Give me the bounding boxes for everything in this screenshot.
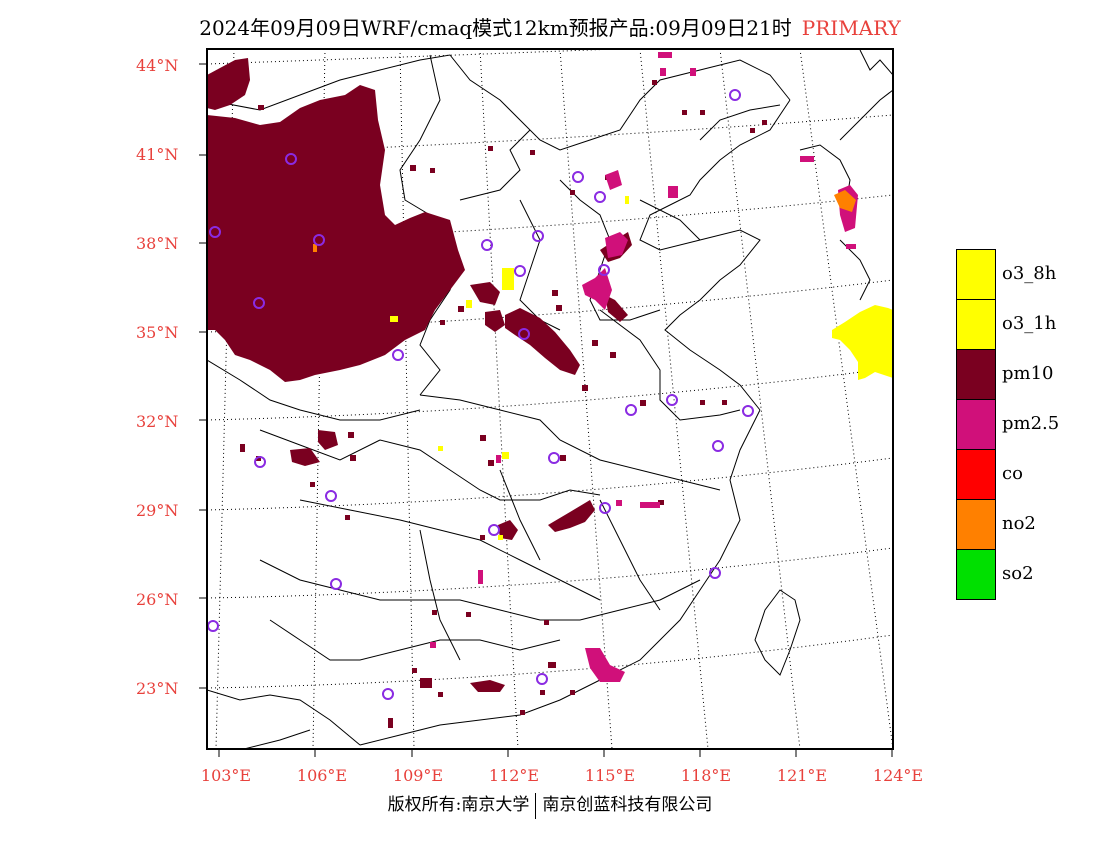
map-title: 2024年09月09日WRF/cmaq模式12km预报产品:09月09日21时 P… [0,12,1100,41]
lon-label-118: 118°E [680,766,732,785]
lon-label-112: 112°E [488,766,540,785]
lat-label-44: 44°N [136,56,179,75]
legend-label: o3_1h [1002,313,1057,334]
lat-label-26: 26°N [136,590,179,609]
lat-label-29: 29°N [136,501,179,520]
lon-label-115: 115°E [584,766,636,785]
no2-areas [313,190,856,252]
legend-label: no2 [1002,513,1036,534]
legend-swatch [956,499,996,550]
lat-label-23: 23°N [136,679,179,698]
copyright-right: 南京创蓝科技有限公司 [542,795,713,815]
lat-label-41: 41°N [136,145,179,164]
legend-swatch [956,349,996,400]
axis-ticks [199,63,893,757]
legend-swatch [956,449,996,500]
legend-label: co [1002,463,1023,484]
lat-label-38: 38°N [136,234,179,253]
legend-label: so2 [1002,563,1034,584]
legend-swatch [956,299,996,350]
o3-areas [390,196,893,540]
lat-label-35: 35°N [136,323,179,342]
lat-label-32: 32°N [136,412,179,431]
primary-tag: PRIMARY [801,16,901,40]
legend-swatch [956,249,996,300]
legend-swatch [956,399,996,450]
lon-label-103: 103°E [200,766,252,785]
title-text: 2024年09月09日WRF/cmaq模式12km预报产品:09月09日21时 [199,16,792,40]
pm10-areas [207,58,632,692]
footer-divider [535,792,537,819]
legend-label: pm10 [1002,363,1054,384]
lon-label-124: 124°E [872,766,924,785]
lon-label-109: 109°E [392,766,444,785]
lon-label-121: 121°E [776,766,828,785]
legend-label: o3_8h [1002,263,1057,284]
copyright-left: 版权所有:南京大学 [387,795,530,815]
legend-swatch [956,549,996,600]
pm25-areas [430,52,858,682]
legend-label: pm2.5 [1002,413,1060,434]
map-frame [206,48,894,750]
copyright-footer: 版权所有:南京大学 南京创蓝科技有限公司 [0,790,1100,819]
lon-label-106: 106°E [296,766,348,785]
